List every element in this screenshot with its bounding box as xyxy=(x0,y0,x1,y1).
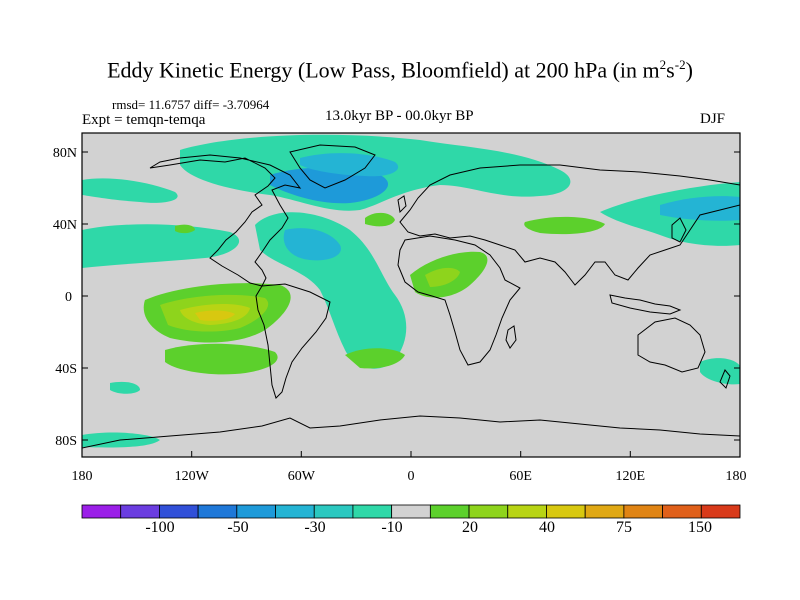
coast-new-zealand xyxy=(719,369,731,389)
colorbar-swatch xyxy=(429,504,470,519)
colorbar-label: -100 xyxy=(145,519,174,536)
y-tick-label: 40N xyxy=(53,218,77,233)
coast-antarctica xyxy=(82,415,740,449)
anomaly-subtropical-pacific xyxy=(82,224,240,268)
x-tick-label: 0 xyxy=(408,469,415,484)
colorbar-label: 20 xyxy=(462,519,478,536)
anomaly-south-pacific-40s xyxy=(165,343,278,375)
anomaly-south-atlantic xyxy=(345,348,405,369)
colorbar-label: 150 xyxy=(688,519,712,536)
colorbar-swatch xyxy=(546,504,586,519)
colorbar-swatch xyxy=(81,504,122,519)
center-subtitle: 13.0kyr BP - 00.0kyr BP xyxy=(325,108,474,124)
anomaly-southern-ocean-small xyxy=(110,381,140,394)
colorbar-swatch xyxy=(352,504,393,519)
anomaly-australia-east xyxy=(700,358,740,385)
x-tick-label: 180 xyxy=(72,469,93,484)
x-tick-label: 60E xyxy=(509,469,532,484)
coastlines xyxy=(82,144,740,449)
colorbar-label: -50 xyxy=(227,519,248,536)
coast-greenland xyxy=(289,144,376,189)
y-axis xyxy=(82,151,740,441)
colorbar-swatch xyxy=(584,504,625,519)
x-tick-label: 120E xyxy=(616,469,646,484)
colorbar-swatch xyxy=(236,504,276,519)
colorbar-swatch xyxy=(391,504,431,519)
plot-title: Eddy Kinetic Energy (Low Pass, Bloomfiel… xyxy=(107,57,693,83)
x-axis xyxy=(81,451,741,457)
coast-indonesia xyxy=(609,294,682,315)
colorbar-label: -10 xyxy=(381,519,402,536)
coast-australia xyxy=(637,317,706,373)
anomaly-pacific-40n xyxy=(524,216,605,235)
colorbar xyxy=(81,504,741,519)
colorbar-label: 40 xyxy=(539,519,555,536)
coast-uk xyxy=(397,195,407,214)
colorbar-label: 75 xyxy=(616,519,632,536)
y-tick-label: 80N xyxy=(53,146,77,161)
anomaly-africa-core xyxy=(425,267,460,287)
anomaly-north-pacific-west xyxy=(82,178,178,203)
experiment-label: Expt = temqn-temqa xyxy=(82,112,206,128)
anomaly-north-atlantic-core xyxy=(270,167,389,204)
x-tick-label: 180 xyxy=(726,469,747,484)
y-tick-label: 0 xyxy=(65,290,72,305)
anomaly-atlantic-east xyxy=(365,212,395,227)
colorbar-swatch xyxy=(662,504,702,519)
season-label: DJF xyxy=(700,111,726,127)
coast-south-america xyxy=(255,283,331,399)
colorbar-swatch xyxy=(120,504,160,519)
colorbar-swatch xyxy=(700,504,741,519)
colorbar-swatch xyxy=(468,504,509,519)
colorbar-label: -30 xyxy=(304,519,325,536)
coast-eurasia xyxy=(399,164,740,286)
colorbar-swatch xyxy=(275,504,315,519)
anomaly-tropical-pacific-max xyxy=(195,310,235,321)
colorbar-swatch xyxy=(313,504,354,519)
coast-japan xyxy=(671,217,687,243)
colorbar-swatch xyxy=(507,504,547,519)
anomaly-atlantic-core xyxy=(283,228,341,261)
x-tick-label: 120W xyxy=(175,469,210,484)
anomaly-greenland xyxy=(300,153,399,177)
colorbar-swatch xyxy=(623,504,663,519)
anomaly-pacific-core xyxy=(660,196,740,221)
y-tick-label: 80S xyxy=(55,434,77,449)
stats-label: rmsd= 11.6757 diff= -3.70964 xyxy=(112,97,270,112)
y-tick-label: 40S xyxy=(55,362,77,377)
coast-north-america xyxy=(149,154,302,287)
x-tick-label: 60W xyxy=(288,469,316,484)
colorbar-swatch xyxy=(159,504,199,519)
anomaly-fields xyxy=(82,134,740,448)
anomaly-pacific-small xyxy=(175,224,195,234)
colorbar-swatch xyxy=(197,504,238,519)
coast-africa xyxy=(397,235,521,366)
coast-madagascar xyxy=(505,325,517,349)
